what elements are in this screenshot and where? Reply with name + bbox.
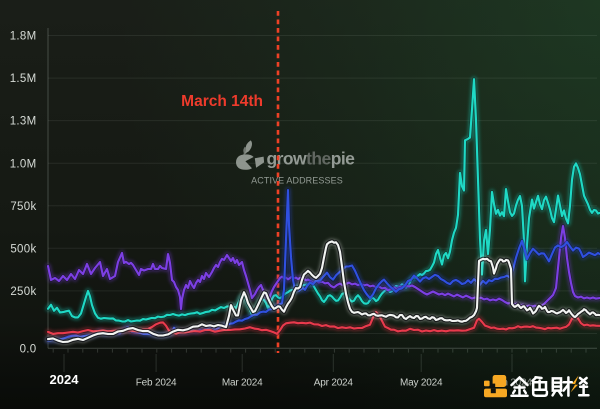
svg-text:growthepie: growthepie xyxy=(267,149,356,169)
svg-text:Apr 2024: Apr 2024 xyxy=(314,378,354,389)
svg-text:1.3M: 1.3M xyxy=(10,116,37,128)
svg-text:Feb 2024: Feb 2024 xyxy=(136,378,177,389)
svg-text:0.0: 0.0 xyxy=(20,343,37,355)
svg-text:750k: 750k xyxy=(10,201,36,213)
svg-text:1.8M: 1.8M xyxy=(10,31,37,43)
svg-text:Mar 2024: Mar 2024 xyxy=(222,378,263,389)
svg-text:250k: 250k xyxy=(10,286,36,298)
svg-text:1.0M: 1.0M xyxy=(10,158,37,170)
svg-text:March 14th: March 14th xyxy=(181,93,263,110)
svg-text:1.5M: 1.5M xyxy=(10,73,37,85)
svg-text:May 2024: May 2024 xyxy=(400,378,443,389)
svg-text:ACTIVE ADDRESSES: ACTIVE ADDRESSES xyxy=(251,176,343,186)
svg-text:2024: 2024 xyxy=(50,372,80,387)
svg-text:500k: 500k xyxy=(10,243,36,255)
